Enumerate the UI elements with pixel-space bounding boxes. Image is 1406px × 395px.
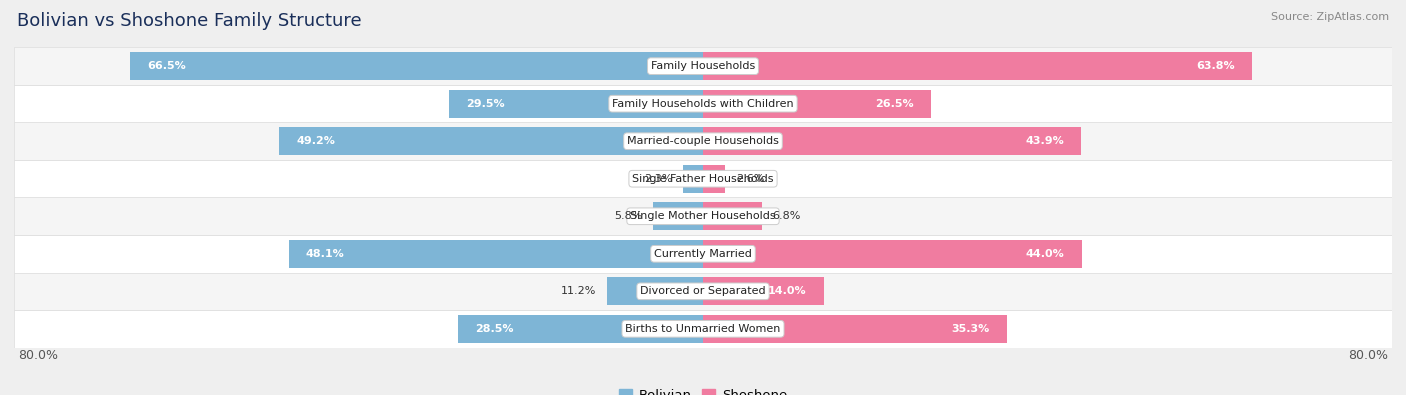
Text: 14.0%: 14.0% (768, 286, 807, 296)
Bar (457, 315, 703, 343)
Bar (14, 235, 1392, 273)
Bar (703, 315, 1007, 343)
Text: 80.0%: 80.0% (18, 349, 59, 362)
Text: Bolivian vs Shoshone Family Structure: Bolivian vs Shoshone Family Structure (17, 12, 361, 30)
Bar (131, 52, 703, 80)
Text: 43.9%: 43.9% (1025, 136, 1064, 146)
Text: 26.5%: 26.5% (876, 99, 914, 109)
Bar (14, 122, 1392, 160)
Text: Births to Unmarried Women: Births to Unmarried Women (626, 324, 780, 334)
Bar (280, 127, 703, 155)
Bar (703, 165, 725, 193)
Text: 66.5%: 66.5% (148, 61, 186, 71)
Bar (703, 240, 1083, 268)
Text: 2.3%: 2.3% (644, 174, 673, 184)
Text: 11.2%: 11.2% (561, 286, 596, 296)
Text: 29.5%: 29.5% (467, 99, 505, 109)
Bar (652, 202, 703, 230)
Bar (683, 165, 703, 193)
Bar (288, 240, 703, 268)
Text: 5.8%: 5.8% (614, 211, 643, 221)
Text: Single Father Households: Single Father Households (633, 174, 773, 184)
Text: Family Households: Family Households (651, 61, 755, 71)
Bar (14, 198, 1392, 235)
Text: Single Mother Households: Single Mother Households (630, 211, 776, 221)
Bar (14, 85, 1392, 122)
Bar (703, 127, 1081, 155)
Text: 48.1%: 48.1% (307, 249, 344, 259)
Legend: Bolivian, Shoshone: Bolivian, Shoshone (613, 384, 793, 395)
Text: 80.0%: 80.0% (1347, 349, 1388, 362)
Bar (14, 160, 1392, 198)
Text: Family Households with Children: Family Households with Children (612, 99, 794, 109)
Bar (703, 202, 762, 230)
Text: Currently Married: Currently Married (654, 249, 752, 259)
Text: 49.2%: 49.2% (297, 136, 336, 146)
Text: Married-couple Households: Married-couple Households (627, 136, 779, 146)
Text: 63.8%: 63.8% (1197, 61, 1236, 71)
Text: 2.6%: 2.6% (735, 174, 763, 184)
Text: 6.8%: 6.8% (772, 211, 800, 221)
Bar (14, 310, 1392, 348)
Text: Source: ZipAtlas.com: Source: ZipAtlas.com (1271, 12, 1389, 22)
Bar (703, 90, 931, 118)
Text: 28.5%: 28.5% (475, 324, 513, 334)
Bar (449, 90, 703, 118)
Bar (14, 47, 1392, 85)
Bar (703, 52, 1253, 80)
Bar (606, 277, 703, 305)
Bar (14, 273, 1392, 310)
Text: 35.3%: 35.3% (952, 324, 990, 334)
Bar (703, 277, 824, 305)
Text: 44.0%: 44.0% (1026, 249, 1064, 259)
Text: Divorced or Separated: Divorced or Separated (640, 286, 766, 296)
